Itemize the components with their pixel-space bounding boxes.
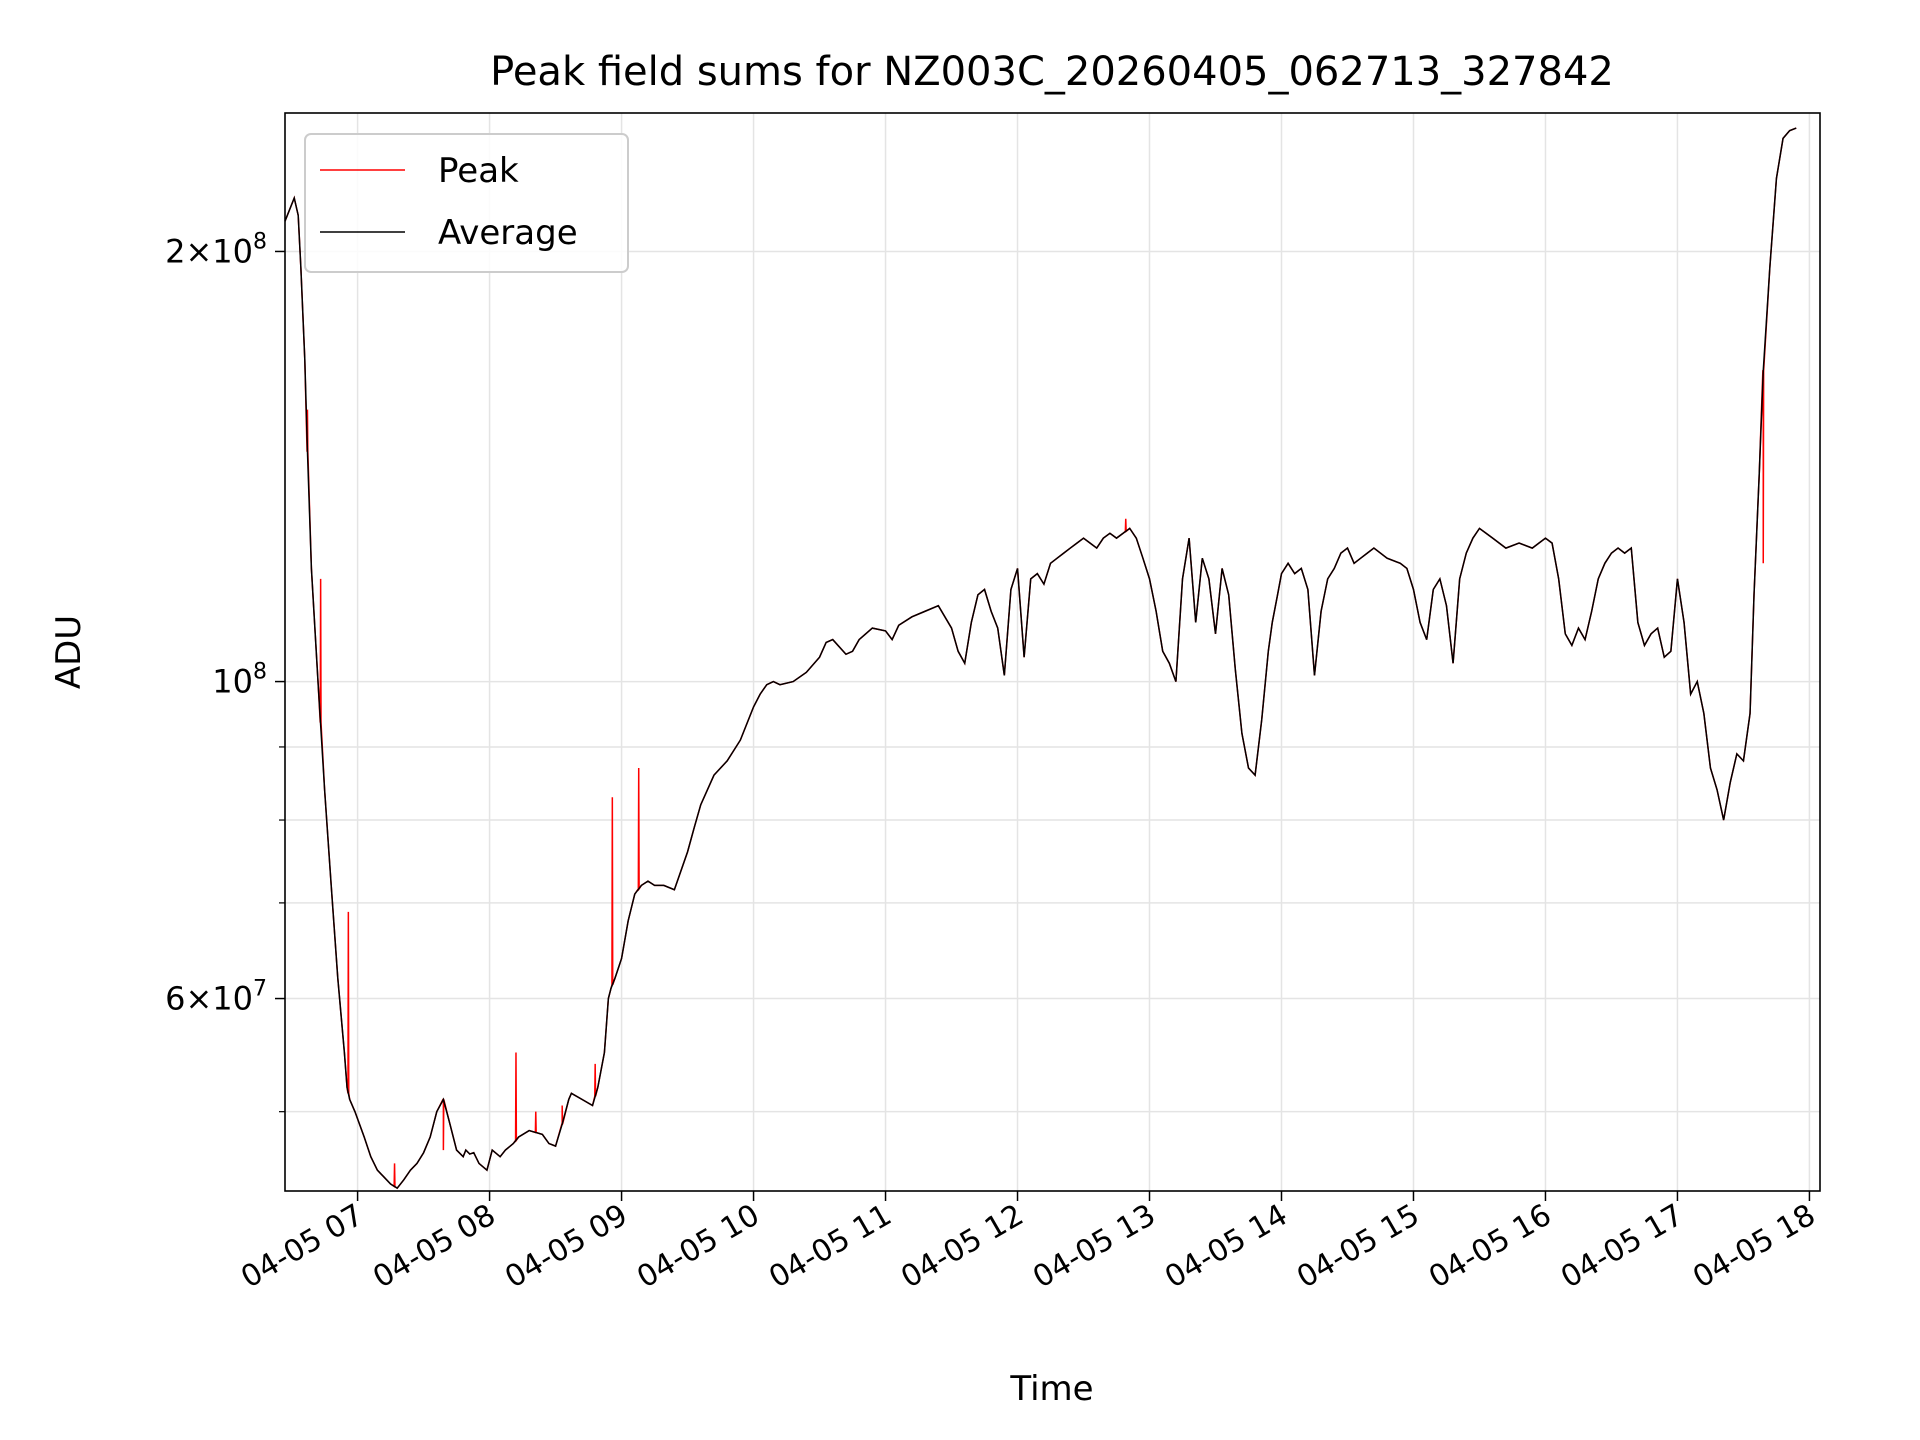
legend: Peak Average [304,133,629,273]
chart-title: Peak field sums for NZ003C_20260405_0627… [490,49,1614,95]
legend-box [304,133,629,273]
grid-lines [285,113,1820,1191]
x-axis-label: Time [1009,1369,1093,1409]
legend-average-label: Average [438,213,578,253]
y-axis-ticks: 6×107 108 2×108 [165,229,285,1113]
y-tick-label: 108 [212,660,267,701]
y-tick-label: 2×108 [165,229,267,270]
legend-peak-label: Peak [438,151,519,191]
average-series-line [284,127,1797,1190]
y-tick-label: 6×107 [165,977,267,1018]
y-axis-label: ADU [49,615,89,689]
series-layer [284,127,1797,1190]
plot-frame [284,112,1821,1192]
